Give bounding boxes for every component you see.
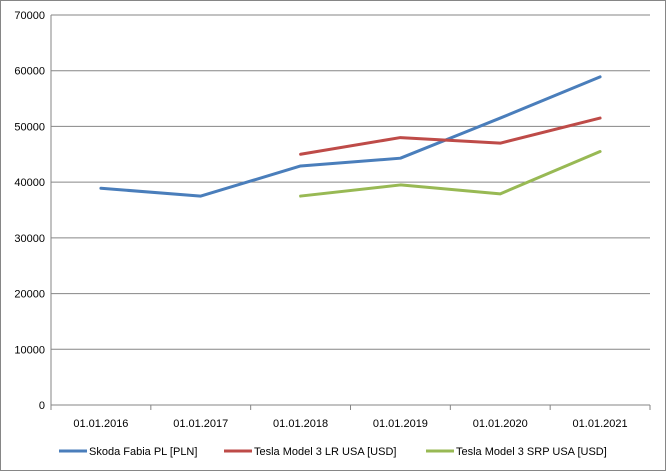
y-tick-label: 20000 xyxy=(14,289,45,301)
y-tick-label: 0 xyxy=(39,400,45,412)
legend-label: Skoda Fabia PL [PLN] xyxy=(89,446,197,458)
y-tick-label: 50000 xyxy=(14,121,45,133)
gridlines xyxy=(51,14,650,350)
y-tick-label: 70000 xyxy=(14,10,45,22)
axes xyxy=(50,15,651,410)
x-tick-label: 01.01.2020 xyxy=(473,418,528,430)
series-line-1 xyxy=(99,75,602,198)
series-lines xyxy=(99,75,602,198)
x-axis-tick-labels: 01.01.2016 01.01.2017 01.01.2018 01.01.2019… xyxy=(73,418,627,430)
y-tick-label: 10000 xyxy=(14,344,45,356)
x-tick-label: 01.01.2019 xyxy=(373,418,428,430)
y-tick-label: 60000 xyxy=(14,66,45,78)
series-line-2 xyxy=(299,116,602,156)
x-tick-label: 01.01.2016 xyxy=(73,418,128,430)
x-tick-label: 01.01.2018 xyxy=(273,418,328,430)
series-line-3 xyxy=(299,150,602,198)
legend-label: Tesla Model 3 LR USA [USD] xyxy=(254,446,396,458)
legend: Skoda Fabia PL [PLN] Tesla Model 3 LR USA… xyxy=(59,446,607,458)
y-tick-label: 30000 xyxy=(14,233,45,245)
x-tick-label: 01.01.2017 xyxy=(173,418,228,430)
y-tick-label: 40000 xyxy=(14,177,45,189)
y-axis-tick-labels: 0 10000 20000 30000 40000 50000 60000 70000 xyxy=(14,10,45,412)
x-tick-label: 01.01.2021 xyxy=(573,418,628,430)
legend-label: Tesla Model 3 SRP USA [USD] xyxy=(456,446,607,458)
